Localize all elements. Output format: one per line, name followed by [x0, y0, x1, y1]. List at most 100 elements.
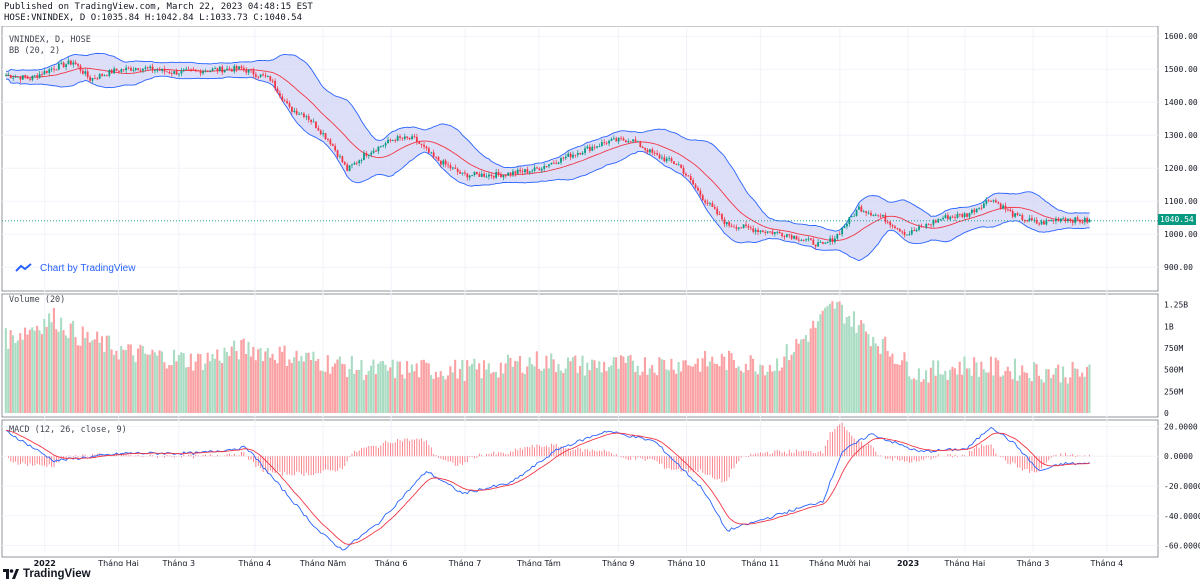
- volume-bar: [545, 355, 548, 413]
- chart-canvas[interactable]: 900.00 1000.00 1100.00 1200.00 1300.00 1400.0…: [0, 26, 1200, 566]
- volume-bar: [470, 363, 474, 413]
- volume-bar: [1069, 377, 1072, 413]
- candle-body: [653, 152, 656, 154]
- volume-bar: [28, 329, 31, 413]
- volume-bar: [636, 365, 639, 413]
- volume-bar: [778, 370, 781, 413]
- volume-bar: [324, 371, 327, 413]
- volume-bar: [360, 360, 363, 413]
- candle-body: [62, 62, 65, 68]
- candle-body: [50, 68, 53, 70]
- candle-body: [1031, 218, 1033, 221]
- candle-body: [247, 69, 250, 73]
- volume-bar: [867, 333, 870, 413]
- candle-body: [809, 238, 812, 240]
- volume-bar: [79, 345, 82, 413]
- candle-body: [199, 70, 202, 74]
- macd-indicator: [5, 422, 1090, 551]
- chart-by-tradingview-link[interactable]: Chart by TradingView: [14, 262, 135, 274]
- volume-bar: [466, 360, 469, 413]
- volume-bar: [891, 353, 894, 413]
- volume-bar: [627, 355, 630, 413]
- candle-body: [45, 70, 48, 73]
- candle-body: [934, 220, 937, 223]
- volume-bar: [819, 314, 822, 413]
- candle-body: [391, 140, 394, 142]
- volume-bar: [574, 355, 577, 413]
- volume-bar: [259, 348, 262, 413]
- candle-body: [867, 212, 870, 214]
- volume-bar: [504, 363, 507, 413]
- candle-body: [53, 68, 55, 70]
- candle-body: [67, 60, 70, 65]
- candle-body: [560, 157, 562, 163]
- volume-bar: [437, 377, 440, 413]
- volume-bar: [384, 364, 387, 413]
- volume-bar: [759, 364, 762, 413]
- volume-bar: [874, 343, 877, 413]
- candle-body: [1074, 217, 1077, 223]
- candle-body: [163, 68, 166, 72]
- volume-bar: [480, 378, 483, 413]
- candle-body: [788, 234, 791, 236]
- volume-bar: [516, 361, 519, 413]
- price-tick-label: 1500.00: [1164, 65, 1198, 74]
- candle-body: [240, 66, 243, 69]
- volume-bar: [956, 374, 959, 413]
- candle-body: [817, 242, 819, 247]
- volume-bar: [1045, 369, 1048, 413]
- volume-bar: [100, 336, 104, 413]
- candle-body: [413, 136, 416, 138]
- volume-bar: [800, 339, 803, 413]
- candle-body: [615, 138, 618, 142]
- volume-bar: [591, 359, 594, 413]
- volume-bar: [682, 360, 685, 413]
- candle-body: [581, 152, 584, 155]
- candlesticks: [5, 57, 1091, 250]
- volume-bar: [269, 357, 272, 413]
- volume-bar: [961, 374, 964, 413]
- candle-body: [439, 160, 442, 165]
- candle-body: [990, 201, 992, 203]
- candle-body: [456, 168, 459, 172]
- volume-bar: [233, 340, 236, 413]
- volume-bar: [499, 362, 502, 413]
- candle-body: [254, 74, 257, 77]
- candle-body: [504, 174, 507, 176]
- candle-body: [319, 130, 322, 135]
- volume-bar: [209, 361, 212, 413]
- candle-body: [12, 77, 15, 79]
- candle-body: [500, 174, 502, 178]
- volume-bar: [134, 362, 137, 413]
- volume-bar: [427, 363, 430, 413]
- candle-body: [437, 157, 440, 161]
- volume-bar: [235, 351, 238, 413]
- time-tick-label: Tháng 10: [667, 559, 706, 566]
- candle-body: [317, 128, 320, 131]
- volume-bar: [523, 373, 526, 413]
- volume-bar: [559, 370, 562, 413]
- volume-bar: [187, 366, 190, 413]
- tradingview-logo-icon: [3, 569, 19, 579]
- candle-body: [170, 73, 173, 75]
- volume-bar: [1085, 366, 1089, 413]
- candle-body: [130, 68, 132, 71]
- candle-body: [519, 169, 522, 172]
- pane-border: [1, 26, 1159, 292]
- candle-body: [408, 137, 411, 140]
- candle-body: [966, 213, 968, 217]
- candle-body: [538, 168, 541, 171]
- volume-bar: [949, 369, 952, 413]
- volume-bar: [386, 370, 389, 413]
- bollinger-bands: [2, 52, 1158, 262]
- volume-bar: [651, 364, 654, 413]
- volume-bar: [598, 361, 601, 413]
- candle-body: [1045, 220, 1048, 225]
- candle-body: [488, 174, 490, 177]
- volume-bar: [372, 359, 375, 413]
- volume-bar: [276, 363, 279, 413]
- candle-body: [879, 215, 882, 217]
- candle-body: [151, 66, 154, 71]
- candle-body: [5, 75, 7, 77]
- candle-body: [641, 146, 644, 148]
